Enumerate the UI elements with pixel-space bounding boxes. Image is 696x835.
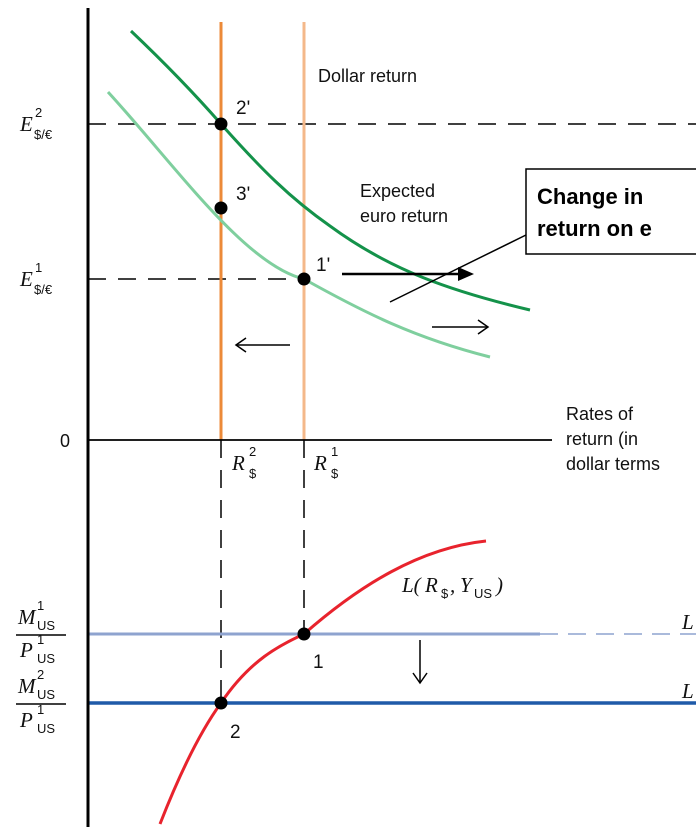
point-2	[214, 696, 228, 710]
exchange-rate-E2-label: E 2 $/€	[19, 105, 53, 142]
svg-text:,: ,	[450, 573, 455, 597]
svg-text:P: P	[19, 638, 33, 662]
left-shift-arrow	[234, 337, 290, 353]
svg-text:1: 1	[35, 260, 42, 275]
svg-text:R: R	[424, 573, 438, 597]
label-point-1: 1	[313, 652, 324, 673]
svg-text:$: $	[249, 466, 257, 481]
interest-rate-R2-label: R 2 $	[231, 444, 257, 481]
real-money-supply-2-label: M 2 US P 1 US	[16, 667, 66, 736]
right-edge-label-1: L	[681, 610, 694, 634]
svg-text:2: 2	[35, 105, 42, 120]
label-point-2: 2	[230, 722, 241, 743]
svg-text:1: 1	[331, 444, 338, 459]
rates-of-return-label-line3: dollar terms	[566, 454, 660, 474]
label-point-2-prime: 2'	[236, 98, 250, 119]
money-demand-curve	[158, 539, 487, 825]
origin-zero-label: 0	[60, 431, 70, 451]
real-money-supply-1-label: M 1 US P 1 US	[16, 598, 66, 666]
expected-euro-return-label-line1: Expected	[360, 181, 435, 201]
svg-text:P: P	[19, 708, 33, 732]
svg-text:US: US	[37, 651, 55, 666]
svg-text:1: 1	[37, 702, 44, 717]
svg-text:2: 2	[37, 667, 44, 682]
interest-rate-R1-label: R 1 $	[313, 444, 339, 481]
callout-arrow	[342, 267, 474, 281]
point-1-prime	[297, 272, 311, 286]
svg-text:E: E	[19, 112, 33, 136]
down-shift-arrow	[412, 640, 428, 685]
svg-text:R: R	[313, 451, 327, 475]
svg-text:$: $	[441, 586, 449, 601]
right-edge-label-2: L	[681, 679, 694, 703]
rates-of-return-label-line1: Rates of	[566, 404, 634, 424]
svg-text:): )	[495, 573, 503, 597]
svg-text:US: US	[37, 721, 55, 736]
svg-text:M: M	[17, 674, 37, 698]
point-1	[297, 627, 311, 641]
expected-euro-return-curve-new	[129, 29, 531, 312]
svg-text:US: US	[37, 618, 55, 633]
svg-text:$/€: $/€	[34, 282, 53, 297]
label-point-3-prime: 3'	[236, 184, 250, 205]
dollar-return-label: Dollar return	[318, 66, 417, 86]
svg-text:$: $	[331, 466, 339, 481]
svg-text:US: US	[474, 586, 492, 601]
svg-text:1: 1	[37, 598, 44, 613]
svg-text:M: M	[17, 605, 37, 629]
svg-text:1: 1	[37, 632, 44, 647]
svg-text:L(: L(	[401, 573, 423, 597]
point-2-prime	[214, 117, 228, 131]
point-3-prime	[214, 201, 228, 215]
callout-text-line2: return on e	[537, 216, 652, 241]
svg-text:2: 2	[249, 444, 256, 459]
svg-text:$/€: $/€	[34, 127, 53, 142]
svg-text:E: E	[19, 267, 33, 291]
rates-of-return-label-line2: return (in	[566, 429, 638, 449]
right-shift-arrow	[432, 319, 490, 335]
svg-text:R: R	[231, 451, 245, 475]
callout-text-line1: Change in	[537, 184, 643, 209]
callout-box	[525, 168, 696, 255]
expected-euro-return-label-line2: euro return	[360, 206, 448, 226]
money-demand-label: L( R $ , Y US )	[401, 573, 503, 601]
svg-text:US: US	[37, 687, 55, 702]
svg-text:Y: Y	[460, 573, 474, 597]
label-point-1-prime: 1'	[316, 255, 330, 276]
exchange-rate-E1-label: E 1 $/€	[19, 260, 53, 297]
